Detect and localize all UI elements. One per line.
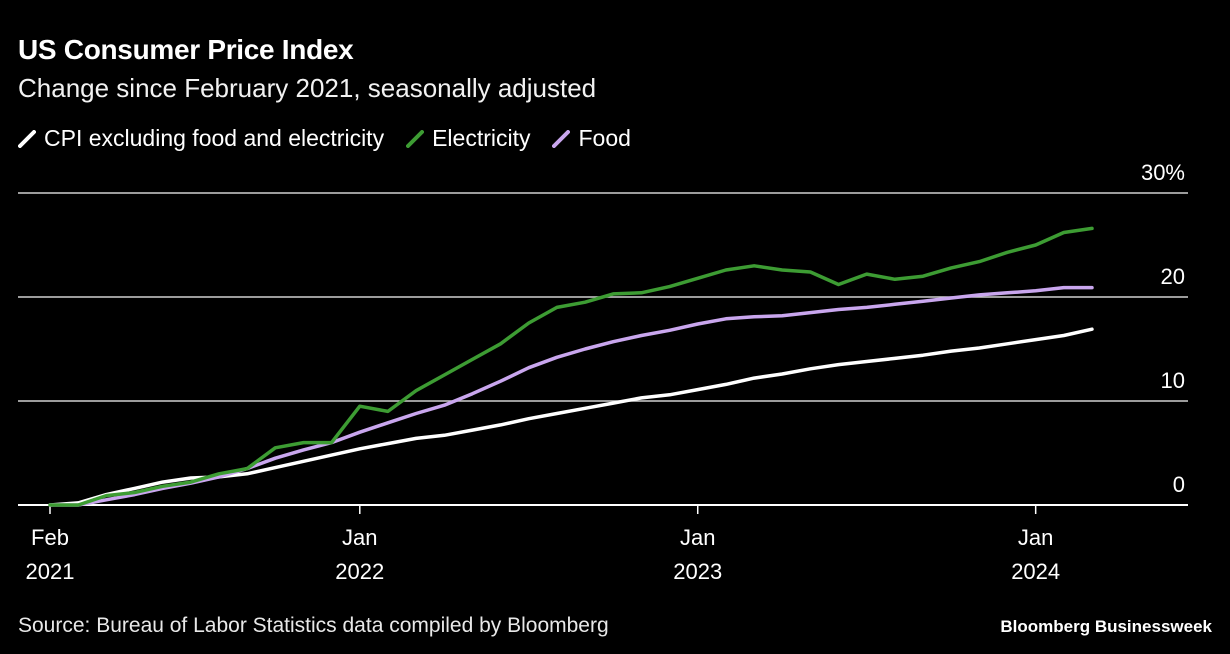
legend-label-food: Food	[578, 125, 631, 151]
legend-item-food: Food	[552, 125, 631, 152]
x-tick-label-month-2023: Jan	[680, 525, 715, 550]
series-line-electricity	[48, 226, 1094, 507]
legend: CPI excluding food and electricity Elect…	[18, 125, 653, 152]
x-tick-label-year-2022: 2022	[335, 559, 384, 584]
legend-swatch-electricity	[406, 129, 425, 148]
x-tick-label-month-2024: Jan	[1018, 525, 1053, 550]
x-tick-label-month-2022: Jan	[342, 525, 377, 550]
y-tick-label-0: 0	[1173, 472, 1185, 497]
y-tick-label-30: 30%	[1141, 160, 1185, 185]
legend-item-cpi: CPI excluding food and electricity	[18, 125, 384, 152]
x-tick-label-month-2021: Feb	[31, 525, 69, 550]
x-tick-label-year-2021: 2021	[26, 559, 75, 584]
y-tick-label-10: 10	[1161, 368, 1185, 393]
x-tick-label-year-2023: 2023	[673, 559, 722, 584]
legend-swatch-cpi	[18, 129, 36, 148]
legend-swatch-food	[552, 129, 571, 148]
brand-logo: Bloomberg Businessweek	[1000, 617, 1212, 636]
legend-label-cpi: CPI excluding food and electricity	[44, 125, 385, 151]
source-note: Source: Bureau of Labor Statistics data …	[18, 614, 609, 637]
legend-item-electricity: Electricity	[406, 125, 530, 152]
y-tick-label-20: 20	[1161, 264, 1185, 289]
x-tick-label-year-2024: 2024	[1011, 559, 1060, 584]
chart-title: US Consumer Price Index	[18, 34, 354, 65]
chart-subtitle: Change since February 2021, seasonally a…	[18, 73, 597, 103]
series-line-food	[48, 285, 1094, 507]
legend-label-electricity: Electricity	[432, 125, 531, 151]
